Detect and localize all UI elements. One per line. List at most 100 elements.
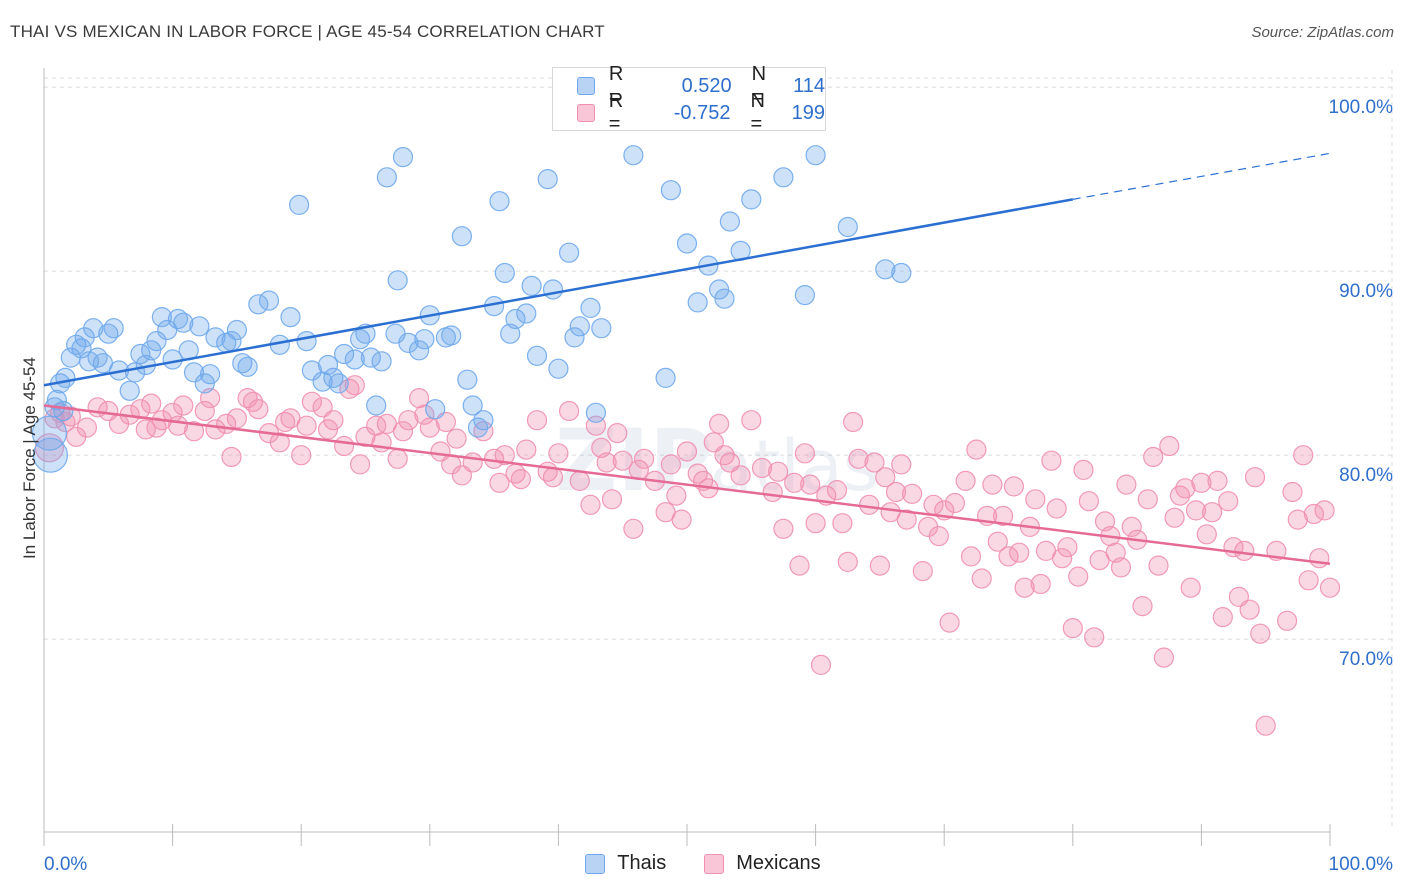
mexican-point	[1030, 573, 1051, 595]
legend-row-thai: R = 0.520 N = 114	[577, 63, 825, 108]
thai-point	[350, 329, 371, 350]
legend-mexicans-label: Mexicans	[736, 852, 821, 874]
thai-point	[151, 307, 172, 328]
thai-point	[392, 147, 414, 168]
thai-point	[398, 332, 419, 353]
thai-point	[237, 356, 258, 377]
correlation-legend: R = 0.520 N = 114 R = -0.752 N = 199	[552, 63, 826, 135]
thai-point	[248, 294, 269, 315]
thai-point	[167, 308, 189, 330]
mexican-point	[301, 391, 322, 412]
mexican-point	[864, 452, 885, 473]
mexican-point	[1025, 489, 1046, 510]
mexican-point	[141, 393, 162, 414]
legend-thais[interactable]: Thais	[585, 852, 666, 875]
thai-point	[387, 270, 408, 291]
thai-point	[714, 288, 735, 309]
mexican-point	[1159, 435, 1180, 457]
thai-point	[371, 351, 392, 372]
mexican-point	[312, 397, 333, 418]
mexican-point	[912, 560, 933, 582]
thai-swatch	[577, 77, 595, 95]
mexican-swatch	[577, 104, 595, 122]
mexican-point	[1298, 570, 1319, 591]
mexican-point	[542, 467, 564, 488]
thai-point	[548, 358, 569, 379]
mexican-point	[1110, 557, 1132, 578]
mexican-point	[1046, 498, 1067, 519]
thai-point	[130, 343, 151, 365]
thai-point	[317, 354, 339, 376]
axis-labels: 70.0% 80.0% 90.0% 100.0% 0.0% 100.0% In Labor …	[20, 97, 1393, 875]
thai-point	[569, 316, 590, 337]
mexican-point	[269, 432, 290, 453]
mexican-point	[1185, 500, 1207, 521]
mexican-point	[623, 518, 644, 539]
mexican-point	[832, 513, 853, 534]
mexican-point	[398, 410, 419, 431]
mexican-point	[1250, 623, 1271, 644]
mexican-point	[896, 509, 917, 530]
mexican-point	[291, 445, 312, 466]
thai-point	[173, 312, 194, 333]
mexican-point	[751, 457, 773, 479]
mexican-point	[516, 439, 537, 460]
thai-point	[441, 325, 462, 346]
thai-point	[280, 307, 301, 328]
thai-point	[46, 389, 68, 411]
legend-mexicans[interactable]: Mexicans	[704, 852, 821, 875]
thai-point	[409, 340, 430, 361]
mexican-point	[901, 483, 923, 504]
mexican-point	[419, 417, 440, 438]
mexican-point	[451, 465, 472, 486]
mexican-point	[1132, 595, 1153, 617]
mexican-point	[607, 423, 628, 444]
thai-point	[457, 369, 478, 390]
thai-point	[141, 340, 162, 361]
legend-thais-label: Thais	[617, 852, 667, 874]
thais-swatch	[585, 853, 606, 874]
thai-point	[98, 323, 119, 344]
thai-point	[687, 292, 708, 313]
mexican-point	[1121, 516, 1142, 538]
thai-point	[564, 327, 585, 348]
mexican-point	[1303, 503, 1325, 525]
thai-point	[328, 373, 349, 394]
thai-point	[526, 345, 548, 366]
mexican-point	[1057, 537, 1078, 558]
mexican-point	[1255, 715, 1276, 736]
mexican-point	[805, 513, 826, 534]
mexican-point	[660, 454, 682, 475]
thai-point	[53, 400, 74, 422]
y-axis-title: In Labor Force | Age 45-54	[20, 357, 39, 559]
thai-point	[344, 349, 365, 370]
y-tick-label: 90.0%	[1339, 281, 1393, 302]
mexican-point	[526, 410, 548, 431]
mexican-point	[1218, 491, 1239, 512]
thai-point	[719, 211, 741, 232]
thai-point	[489, 191, 510, 212]
mexican-point	[248, 399, 269, 420]
thai-point	[741, 189, 762, 210]
mexican-point	[767, 461, 789, 482]
mexican-point	[762, 481, 783, 503]
thai-point	[289, 194, 310, 215]
mexican-point	[76, 417, 98, 438]
mexican-point	[1244, 467, 1266, 488]
mexican-point	[1175, 478, 1196, 499]
thai-point	[183, 362, 205, 383]
thai-point	[676, 233, 698, 254]
thai-point	[103, 318, 124, 339]
mexican-point	[944, 492, 966, 514]
mexican-point	[494, 445, 515, 466]
mexican-point	[612, 450, 633, 471]
mexican-point	[1207, 470, 1228, 491]
mexican-point	[875, 467, 896, 488]
mexican-point	[848, 448, 869, 469]
mexican-point	[1148, 555, 1169, 576]
thai-point	[660, 180, 682, 201]
thai-trend-line	[43, 198, 1074, 387]
thai-point	[580, 297, 601, 318]
mexican-point	[1062, 617, 1083, 639]
